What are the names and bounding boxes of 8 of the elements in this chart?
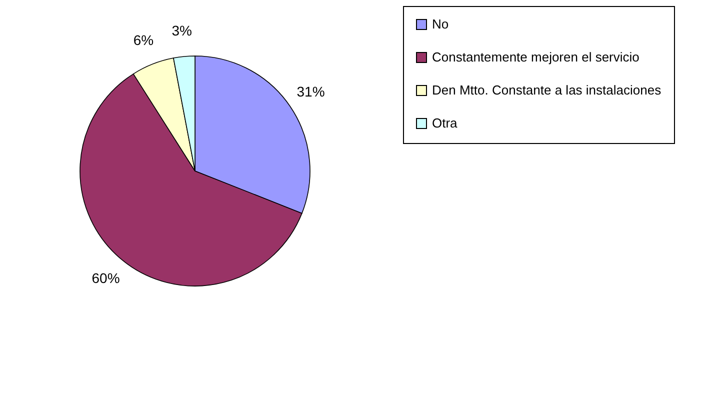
data-label: 6% <box>133 32 154 48</box>
legend-label: Otra <box>432 116 458 130</box>
data-label: 3% <box>172 22 192 39</box>
legend-label: Constantemente mejoren el servicio <box>432 50 640 64</box>
legend-label: Den Mtto. Constante a las instalaciones <box>432 82 662 98</box>
data-label: 31% <box>296 83 325 100</box>
legend-label: No <box>432 16 449 32</box>
data-label: 60% <box>92 270 120 286</box>
